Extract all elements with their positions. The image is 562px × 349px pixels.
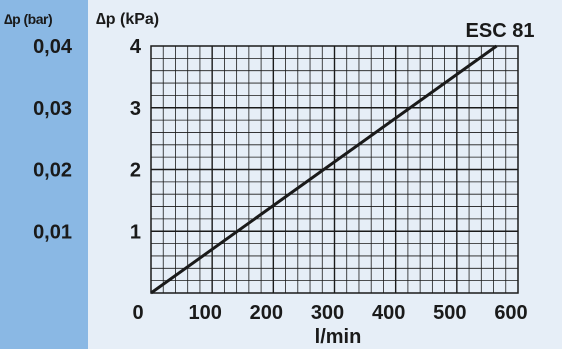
secondary-y-axis-label: ∆p (bar) xyxy=(4,11,52,27)
secondary-y-tick-label: 0,03 xyxy=(33,98,72,120)
grid xyxy=(151,46,518,293)
x-tick-label: 400 xyxy=(372,302,405,324)
y-tick-label: 4 xyxy=(130,36,142,58)
x-tick-label: 300 xyxy=(311,302,344,324)
secondary-y-tick-label: 0,01 xyxy=(33,221,72,243)
x-tick-label: 100 xyxy=(188,302,221,324)
y-tick-label: 2 xyxy=(130,160,141,182)
secondary-y-tick-label: 0,04 xyxy=(33,36,73,58)
y-axis-label: ∆p (kPa) xyxy=(96,11,159,28)
x-tick-label: 600 xyxy=(494,302,527,324)
secondary-y-tick-label: 0,02 xyxy=(33,160,72,182)
series-line xyxy=(150,44,498,295)
x-tick-labels: 0 100 200 300 400 500 600 xyxy=(132,302,527,324)
plot-frame xyxy=(150,45,519,294)
y-tick-label: 1 xyxy=(130,221,141,243)
y-tick-label: 3 xyxy=(130,98,141,120)
secondary-y-tick-labels: 0,01 0,02 0,03 0,04 xyxy=(33,36,73,243)
x-tick-label: 200 xyxy=(250,302,283,324)
x-tick-label: 500 xyxy=(433,302,466,324)
left-axis-panel xyxy=(0,0,88,349)
plot-panel xyxy=(88,0,562,349)
chart-title: ESC 81 xyxy=(466,20,535,42)
x-axis-label: l/min xyxy=(315,326,362,348)
x-tick-label: 0 xyxy=(132,302,143,324)
y-tick-labels: 1 2 3 4 xyxy=(130,36,142,243)
